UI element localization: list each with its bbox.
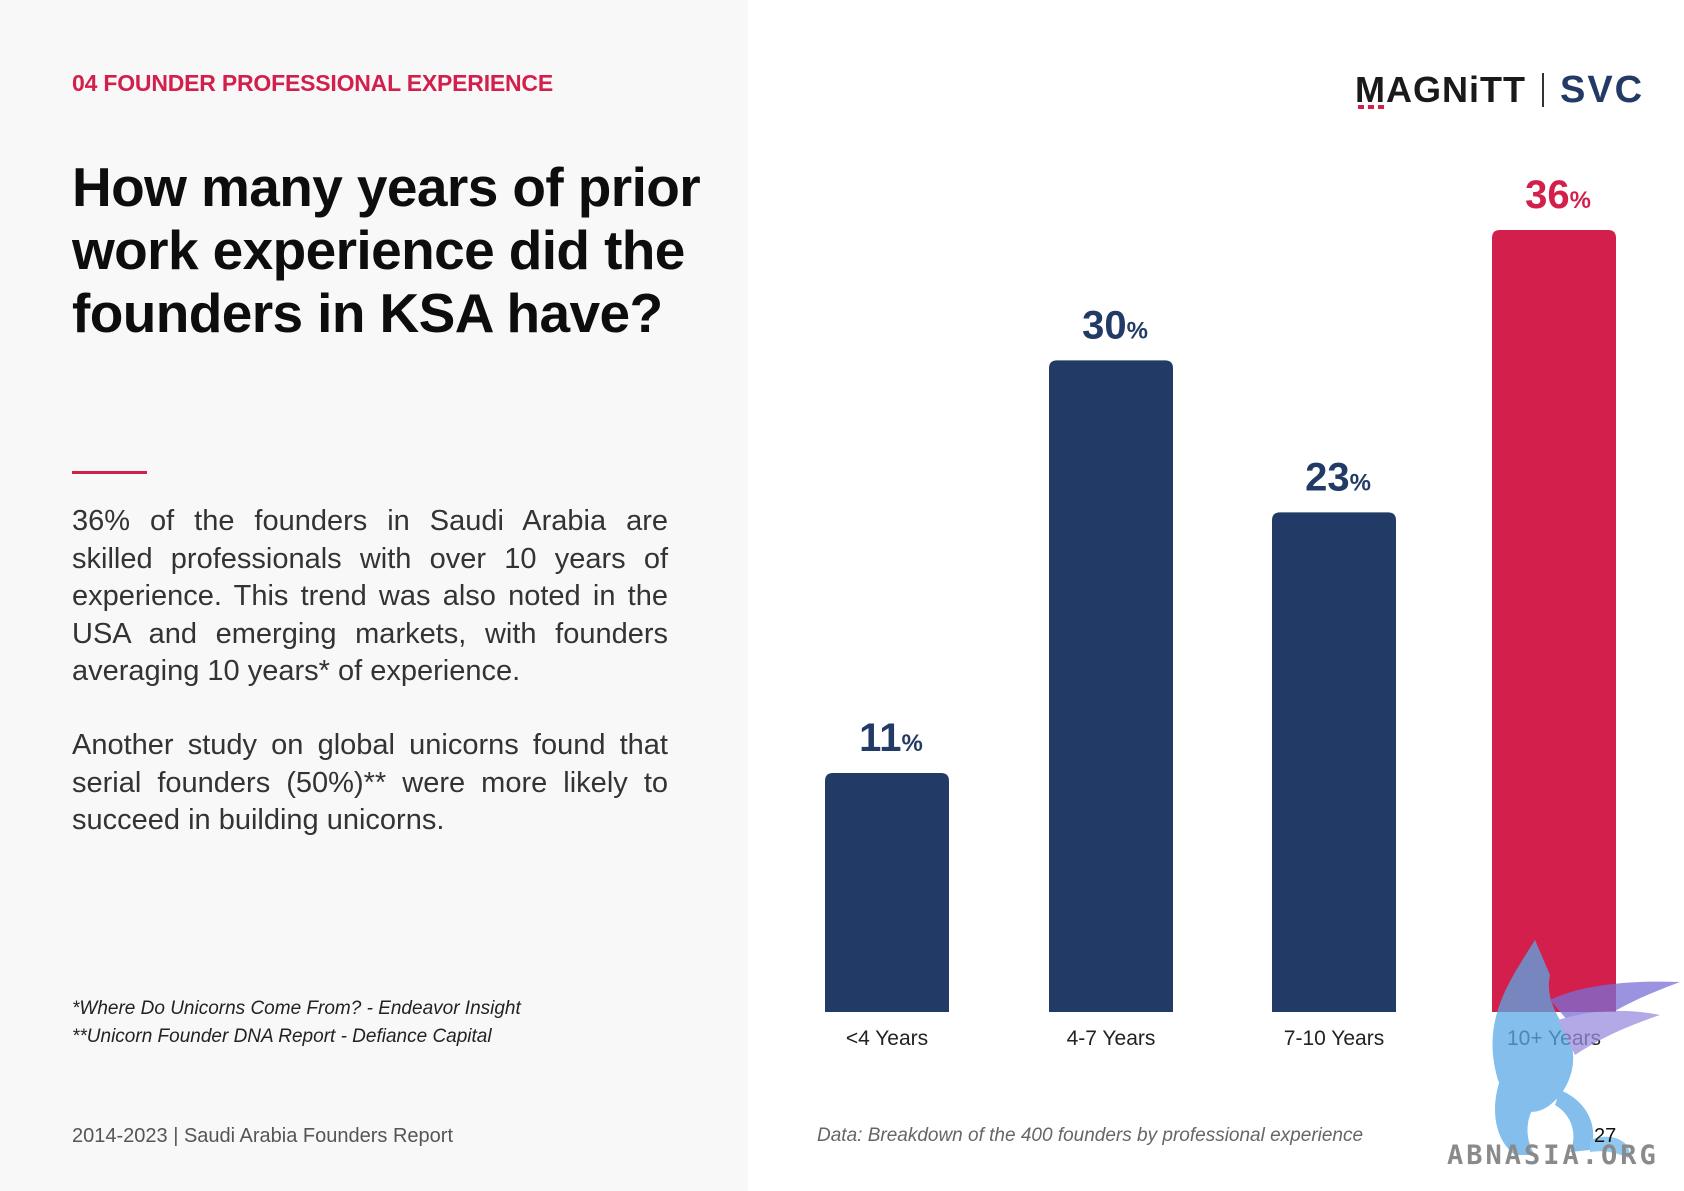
x-tick-label-2: 7-10 Years (1284, 1027, 1384, 1050)
x-tick-label-1: 4-7 Years (1067, 1027, 1156, 1050)
watermark-text: ABNASIA.ORG (1447, 1140, 1659, 1171)
bar-0 (825, 773, 949, 1012)
griffin-watermark-icon (1440, 940, 1684, 1170)
chart-caption: Data: Breakdown of the 400 founders by p… (817, 1125, 1363, 1147)
data-label-3: 36% (1525, 173, 1591, 217)
bar-2 (1272, 512, 1396, 1012)
data-label-1: 30% (1082, 303, 1148, 347)
bar-1 (1049, 360, 1173, 1012)
bar-3 (1492, 230, 1616, 1012)
page-number: 27 (1594, 1125, 1616, 1148)
data-label-0: 11% (859, 716, 923, 760)
x-tick-label-0: <4 Years (846, 1027, 928, 1050)
data-label-2: 23% (1305, 455, 1371, 499)
